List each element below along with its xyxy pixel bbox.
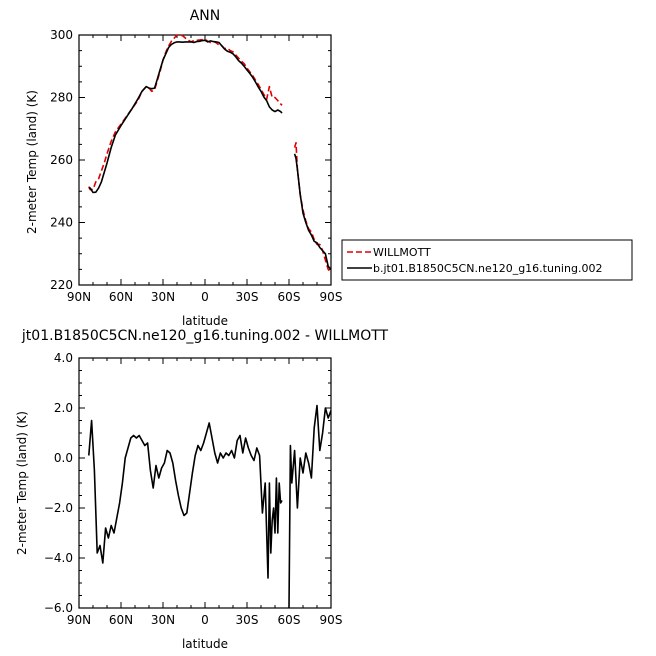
top-x-tick-label: 90N [67,290,91,304]
top-y-tick-label: 300 [50,28,73,42]
bottom-series-difference-segment-1 [88,419,283,579]
top-x-tick-label: 30N [151,290,175,304]
bottom-y-tick-label: −6.0 [44,601,73,615]
top-series-willmott-segment-1 [88,34,283,191]
bottom-chart-title: jt01.B1850C5CN.ne120_g16.tuning.002 - WI… [21,328,389,344]
bottom-y-tick-label: 2.0 [54,401,73,415]
top-y-tick-label: 240 [50,216,73,230]
top-y-axis-label: 2-meter Temp (land) (K) [25,90,39,234]
top-x-axis-label: latitude [182,314,228,328]
top-x-tick-label: 60S [278,290,301,304]
bottom-plot-area: 90N 60N 30N 0 30S 60S 90S −6.0 −4.0 −2.0 0.0 2.0 4.0 [44,351,343,627]
top-x-tick-label: 90S [320,290,343,304]
bottom-y-tick-label: −4.0 [44,551,73,565]
bottom-x-tick-label: 60N [109,613,133,627]
bottom-x-tick-label: 30N [151,613,175,627]
top-x-tick-label: 30S [236,290,259,304]
bottom-y-tick-label: 4.0 [54,351,73,365]
bottom-panel: jt01.B1850C5CN.ne120_g16.tuning.002 - WI… [15,328,389,651]
top-series-b-jt01-b1850c5cn-ne120-g16-tuning-002-segment-2 [293,153,332,270]
bottom-x-tick-label: 90S [320,613,343,627]
bottom-x-tick-label: 90N [67,613,91,627]
bottom-x-axis-label: latitude [182,637,228,651]
top-x-tick-label: 0 [201,290,209,304]
bottom-x-tick-label: 30S [236,613,259,627]
top-series-b-jt01-b1850c5cn-ne120-g16-tuning-002-segment-1 [88,39,283,194]
bottom-series-difference-segment-2 [288,404,332,609]
top-y-tick-label: 220 [50,278,73,292]
top-y-tick-label: 280 [50,91,73,105]
legend-box [341,239,633,281]
bottom-x-tick-label: 60S [278,613,301,627]
legend-entry-willmott: WILLMOTT [373,246,431,259]
top-plot-area: 90N 60N 30N 0 30S 60S 90S 220 240 260 280 300 [50,28,342,304]
top-x-tick-label: 60N [109,290,133,304]
top-y-tick-label: 260 [50,153,73,167]
top-chart-title: ANN [190,8,221,24]
top-panel: ANN 2-meter Temp (land) (K) latitude 90N… [25,8,633,328]
bottom-y-tick-label: −2.0 [44,501,73,515]
legend: WILLMOTT b.jt01.B1850C5CN.ne120_g16.tuni… [341,239,633,281]
bottom-y-tick-label: 0.0 [54,451,73,465]
bottom-plot-frame [78,357,332,609]
legend-entry-model: b.jt01.B1850C5CN.ne120_g16.tuning.002 [373,262,602,275]
top-plot-frame [78,34,332,286]
bottom-x-tick-label: 0 [201,613,209,627]
bottom-y-axis-label: 2-meter Temp (land) (K) [15,411,29,555]
